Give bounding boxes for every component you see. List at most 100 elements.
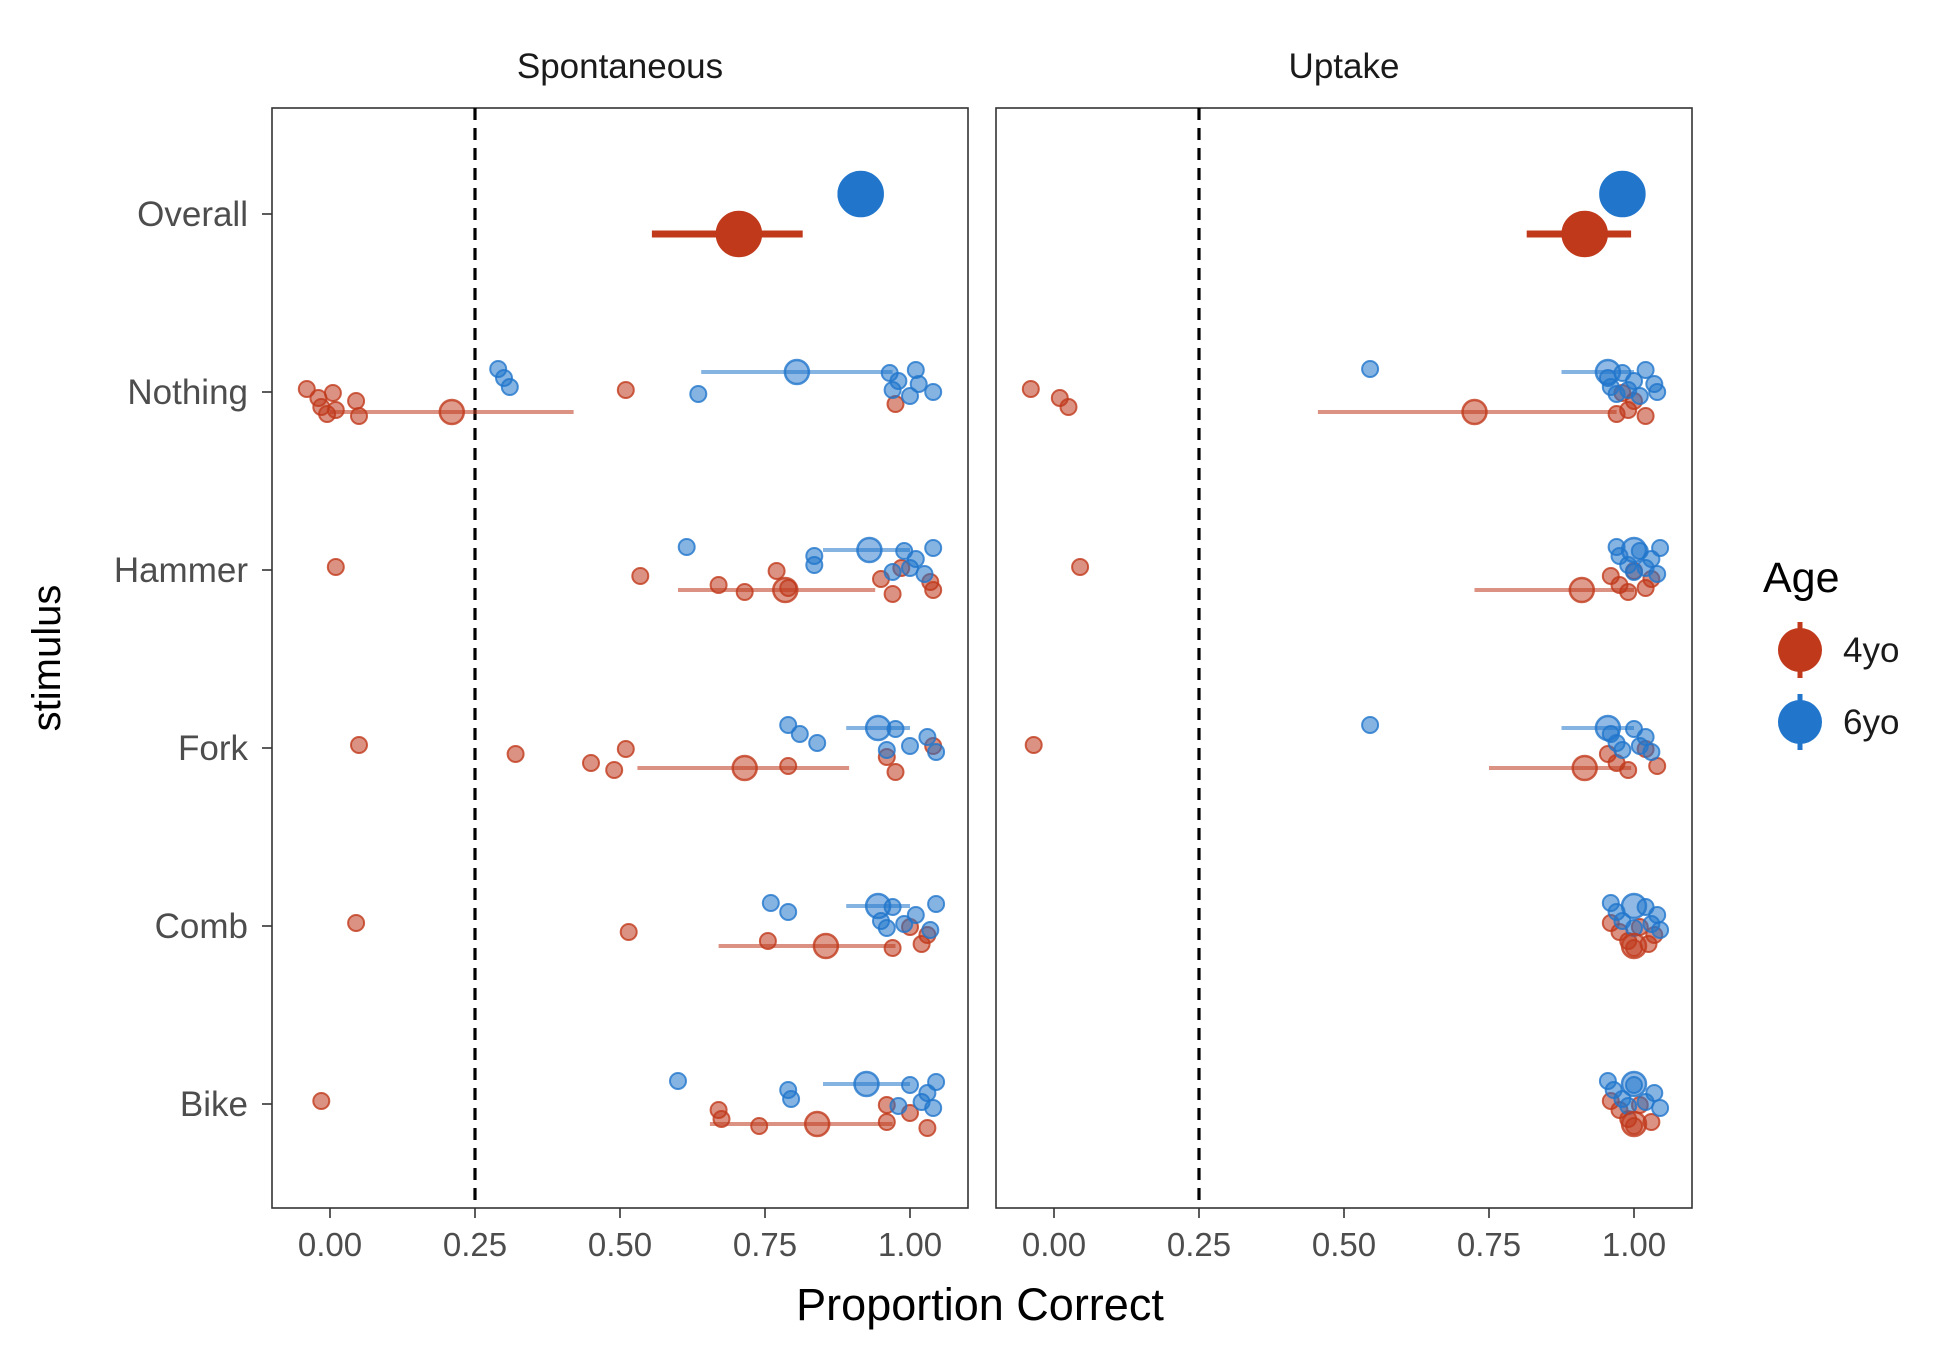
x-tick-label-uptake-1: 0.25 — [1167, 1226, 1231, 1263]
y-axis: Overall Nothing Hammer Fork Comb Bike — [114, 195, 272, 1124]
point-spontaneous-bike-6yo-8 — [927, 1073, 946, 1091]
point-spontaneous-nothing-6yo-9 — [909, 375, 928, 393]
panel-frame-uptake — [995, 107, 1693, 1209]
point-spontaneous-comb-6yo-0 — [761, 894, 780, 912]
point-uptake-fork-6yo-7 — [1642, 743, 1661, 761]
point-spontaneous-bike-6yo-3 — [889, 1097, 908, 1115]
point-uptake-fork-6yo-3 — [1613, 741, 1632, 759]
legend-item-6yo: 6yo — [1778, 694, 1899, 750]
mean-point-uptake-fork-4yo — [1571, 754, 1598, 782]
mean-point-uptake-fork-6yo — [1594, 714, 1622, 742]
mean-point-spontaneous-overall-4yo — [715, 210, 763, 258]
legend-title: Age — [1763, 554, 1840, 602]
legend: Age 4yo 6yo — [1763, 554, 1899, 750]
x-tick-label-spontaneous-4: 1.00 — [878, 1226, 942, 1263]
x-tick-label-spontaneous-2: 0.50 — [588, 1226, 652, 1263]
mean-point-uptake-hammer-4yo — [1568, 576, 1596, 604]
mean-point-uptake-bike-4yo — [1620, 1110, 1648, 1138]
point-uptake-bike-6yo-6 — [1645, 1084, 1664, 1102]
y-tick-label-overall: Overall — [137, 195, 248, 234]
x-tick-label-uptake-3: 0.75 — [1457, 1226, 1521, 1263]
point-spontaneous-hammer-6yo-2 — [805, 556, 824, 574]
chart-panels: Spontaneous 0.00 0.25 0.50 0.75 1.00 Uptake 0.0… — [114, 47, 1693, 1263]
legend-item-4yo: 4yo — [1778, 622, 1899, 678]
point-spontaneous-comb-4yo-0 — [347, 914, 366, 932]
x-tick-label-spontaneous-3: 0.75 — [733, 1226, 797, 1263]
point-spontaneous-hammer-6yo-6 — [906, 550, 925, 568]
point-spontaneous-comb-6yo-6 — [906, 906, 925, 924]
mean-point-spontaneous-hammer-6yo — [856, 536, 883, 564]
mean-point-spontaneous-nothing-4yo — [438, 398, 466, 426]
point-spontaneous-fork-4yo-4 — [616, 740, 635, 758]
point-uptake-comb-6yo-6 — [1648, 906, 1667, 924]
x-tick-label-spontaneous-0: 0.00 — [298, 1226, 362, 1263]
point-spontaneous-fork-4yo-7 — [886, 763, 905, 781]
mean-point-uptake-hammer-6yo — [1620, 536, 1648, 564]
x-tick-label-spontaneous-1: 0.25 — [443, 1226, 507, 1263]
point-uptake-nothing-6yo-7 — [1630, 387, 1649, 405]
mean-point-uptake-comb-4yo — [1620, 932, 1648, 960]
point-spontaneous-nothing-4yo-0 — [297, 380, 316, 398]
point-spontaneous-comb-4yo-1 — [619, 923, 638, 941]
point-spontaneous-fork-4yo-0 — [350, 736, 368, 754]
point-spontaneous-comb-6yo-7 — [921, 921, 940, 939]
panel-title-spontaneous: Spontaneous — [517, 47, 723, 86]
mean-point-spontaneous-bike-6yo — [853, 1070, 880, 1098]
point-spontaneous-fork-6yo-0 — [779, 716, 798, 734]
mean-point-spontaneous-fork-6yo — [864, 714, 892, 742]
point-uptake-bike-6yo-7 — [1651, 1099, 1670, 1117]
panel-spontaneous: Spontaneous 0.00 0.25 0.50 0.75 1.00 — [271, 47, 969, 1263]
mean-point-spontaneous-hammer-4yo — [772, 576, 799, 604]
mean-point-spontaneous-fork-4yo — [731, 754, 758, 782]
point-spontaneous-fork-4yo-3 — [605, 761, 624, 779]
point-spontaneous-bike-4yo-7 — [918, 1119, 937, 1137]
mean-point-spontaneous-bike-4yo — [803, 1110, 831, 1138]
mean-point-spontaneous-comb-4yo — [812, 932, 840, 960]
mean-point-spontaneous-nothing-6yo — [783, 358, 811, 386]
point-spontaneous-comb-6yo-5 — [895, 915, 914, 933]
point-spontaneous-nothing-6yo-7 — [901, 387, 919, 405]
point-uptake-hammer-6yo-7 — [1648, 565, 1667, 583]
point-spontaneous-nothing-6yo-6 — [889, 372, 908, 390]
y-tick-label-hammer: Hammer — [114, 551, 249, 590]
legend-key-point-6yo — [1778, 700, 1822, 744]
mean-point-spontaneous-comb-6yo — [864, 892, 892, 920]
point-spontaneous-bike-6yo-0 — [669, 1072, 687, 1090]
point-spontaneous-fork-6yo-1 — [790, 725, 809, 743]
point-spontaneous-nothing-6yo-2 — [500, 378, 519, 396]
point-uptake-comb-6yo-7 — [1651, 921, 1670, 939]
point-spontaneous-fork-6yo-6 — [918, 728, 937, 746]
y-tick-label-nothing: Nothing — [127, 373, 248, 412]
point-spontaneous-hammer-6yo-8 — [924, 539, 943, 557]
point-spontaneous-bike-4yo-0 — [312, 1092, 331, 1110]
point-spontaneous-hammer-4yo-1 — [631, 567, 650, 585]
mean-point-uptake-overall-4yo — [1561, 210, 1608, 258]
point-spontaneous-hammer-4yo-10 — [924, 581, 943, 599]
point-spontaneous-comb-6yo-1 — [779, 903, 798, 921]
point-spontaneous-fork-6yo-7 — [927, 743, 946, 761]
mean-point-uptake-bike-6yo — [1620, 1070, 1648, 1098]
point-spontaneous-nothing-4yo-6 — [347, 392, 366, 410]
panel-frame-spontaneous — [271, 107, 969, 1209]
point-spontaneous-fork-6yo-2 — [808, 734, 827, 752]
point-spontaneous-comb-6yo-3 — [877, 919, 896, 937]
point-uptake-nothing-4yo-0 — [1021, 380, 1040, 398]
panel-uptake: Uptake 0.00 0.25 0.50 0.75 1.00 — [995, 47, 1693, 1263]
point-spontaneous-bike-6yo-2 — [782, 1090, 801, 1108]
mean-point-spontaneous-overall-6yo — [837, 170, 884, 218]
point-uptake-nothing-4yo-2 — [1059, 398, 1078, 416]
x-tick-label-uptake-4: 1.00 — [1602, 1226, 1666, 1263]
point-spontaneous-fork-4yo-2 — [582, 754, 600, 772]
point-spontaneous-hammer-4yo-4 — [767, 562, 786, 580]
point-spontaneous-hammer-4yo-0 — [326, 558, 345, 576]
point-uptake-hammer-6yo-8 — [1651, 539, 1670, 557]
y-tick-label-comb: Comb — [155, 907, 248, 946]
y-tick-label-bike: Bike — [180, 1085, 248, 1124]
point-spontaneous-nothing-6yo-3 — [689, 385, 708, 403]
point-uptake-nothing-6yo-8 — [1636, 361, 1655, 379]
mean-point-uptake-comb-6yo — [1620, 892, 1648, 920]
mean-point-uptake-nothing-6yo — [1594, 358, 1622, 386]
point-uptake-fork-4yo-0 — [1024, 736, 1043, 754]
x-axis-title: Proportion Correct — [796, 1279, 1164, 1330]
point-spontaneous-hammer-6yo-0 — [677, 538, 696, 556]
